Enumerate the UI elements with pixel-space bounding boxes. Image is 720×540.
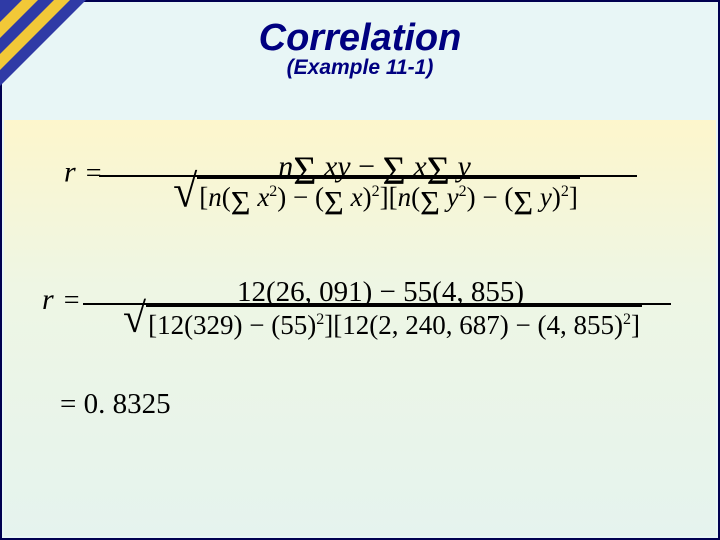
title-block: Correlation (Example 11-1) bbox=[259, 17, 462, 80]
sqrt-icon: √ bbox=[123, 305, 146, 333]
var-r: r bbox=[42, 283, 54, 316]
formula-general: r = nΣ xy − Σ xΣ y √[n(Σ x2) − (Σ x)2][n… bbox=[64, 140, 637, 216]
formula-result: = 0. 8325 bbox=[60, 388, 171, 421]
lparen: ( bbox=[315, 182, 324, 212]
rbrack: ] bbox=[631, 310, 640, 340]
sym-x: x bbox=[257, 182, 269, 212]
rbrack: ] bbox=[324, 310, 333, 340]
sym-y: y bbox=[447, 182, 459, 212]
rparen: ) bbox=[467, 182, 476, 212]
radical: √[12(329) − (55)2][12(2, 240, 687) − (4,… bbox=[119, 305, 642, 341]
lparen: ( bbox=[411, 182, 420, 212]
slide-subtitle: (Example 11-1) bbox=[259, 56, 462, 80]
sup-2: 2 bbox=[459, 183, 467, 200]
sigma-icon: Σ bbox=[420, 192, 440, 216]
rparen: ) bbox=[552, 182, 561, 212]
result-value: 0. 8325 bbox=[84, 388, 171, 420]
sigma-icon: Σ bbox=[231, 192, 251, 216]
sigma-icon: Σ bbox=[324, 192, 344, 216]
sym-n: n bbox=[398, 182, 412, 212]
equals: = bbox=[64, 285, 80, 316]
fraction: 12(26, 091) − 55(4, 855) √[12(329) − (55… bbox=[89, 270, 671, 341]
num-term-a: 12(26, 091) bbox=[237, 276, 372, 308]
sym-n: n bbox=[208, 182, 222, 212]
rparen: ) bbox=[277, 182, 286, 212]
sup-2: 2 bbox=[561, 183, 569, 200]
sym-y: y bbox=[540, 182, 552, 212]
sym-x: x bbox=[351, 182, 363, 212]
radical: √[n(Σ x2) − (Σ x)2][n(Σ y2) − (Σ y)2] bbox=[169, 177, 580, 216]
slide: Correlation (Example 11-1) r = nΣ xy − Σ… bbox=[0, 0, 720, 540]
lparen: ( bbox=[222, 182, 231, 212]
den-group-2: [12(2, 240, 687) − (4, 855) bbox=[333, 310, 623, 340]
sqrt-icon: √ bbox=[173, 176, 197, 208]
formula-substituted: r = 12(26, 091) − 55(4, 855) √[12(329) −… bbox=[42, 270, 671, 341]
slide-title: Correlation bbox=[259, 17, 462, 60]
corner-deco-icon bbox=[0, 0, 86, 86]
sigma-icon: Σ bbox=[513, 192, 533, 216]
rbrack: ] bbox=[380, 182, 389, 212]
rparen: ) bbox=[363, 182, 372, 212]
rbrack: ] bbox=[569, 182, 578, 212]
minus: − bbox=[380, 276, 396, 308]
sup-2: 2 bbox=[623, 311, 631, 328]
num-term-b: 55(4, 855) bbox=[403, 276, 524, 308]
formula-area: r = nΣ xy − Σ xΣ y √[n(Σ x2) − (Σ x)2][n… bbox=[2, 80, 718, 538]
lbrack: [ bbox=[389, 182, 398, 212]
minus: − bbox=[482, 182, 497, 212]
radicand: [12(329) − (55)2][12(2, 240, 687) − (4, … bbox=[146, 305, 642, 341]
lparen: ( bbox=[504, 182, 513, 212]
denominator: √[12(329) − (55)2][12(2, 240, 687) − (4,… bbox=[113, 306, 648, 340]
equals: = bbox=[60, 388, 76, 420]
minus: − bbox=[293, 182, 308, 212]
lbrack: [ bbox=[199, 182, 208, 212]
denominator: √[n(Σ x2) − (Σ x)2][n(Σ y2) − (Σ y)2] bbox=[163, 178, 586, 212]
equals: = bbox=[86, 158, 102, 189]
sup-2: 2 bbox=[372, 183, 380, 200]
radicand: [n(Σ x2) − (Σ x)2][n(Σ y2) − (Σ y)2] bbox=[197, 177, 580, 216]
fraction: nΣ xy − Σ xΣ y √[n(Σ x2) − (Σ x)2][n(Σ y… bbox=[111, 140, 637, 216]
den-group-1: [12(329) − (55) bbox=[148, 310, 316, 340]
var-r: r bbox=[64, 156, 76, 189]
